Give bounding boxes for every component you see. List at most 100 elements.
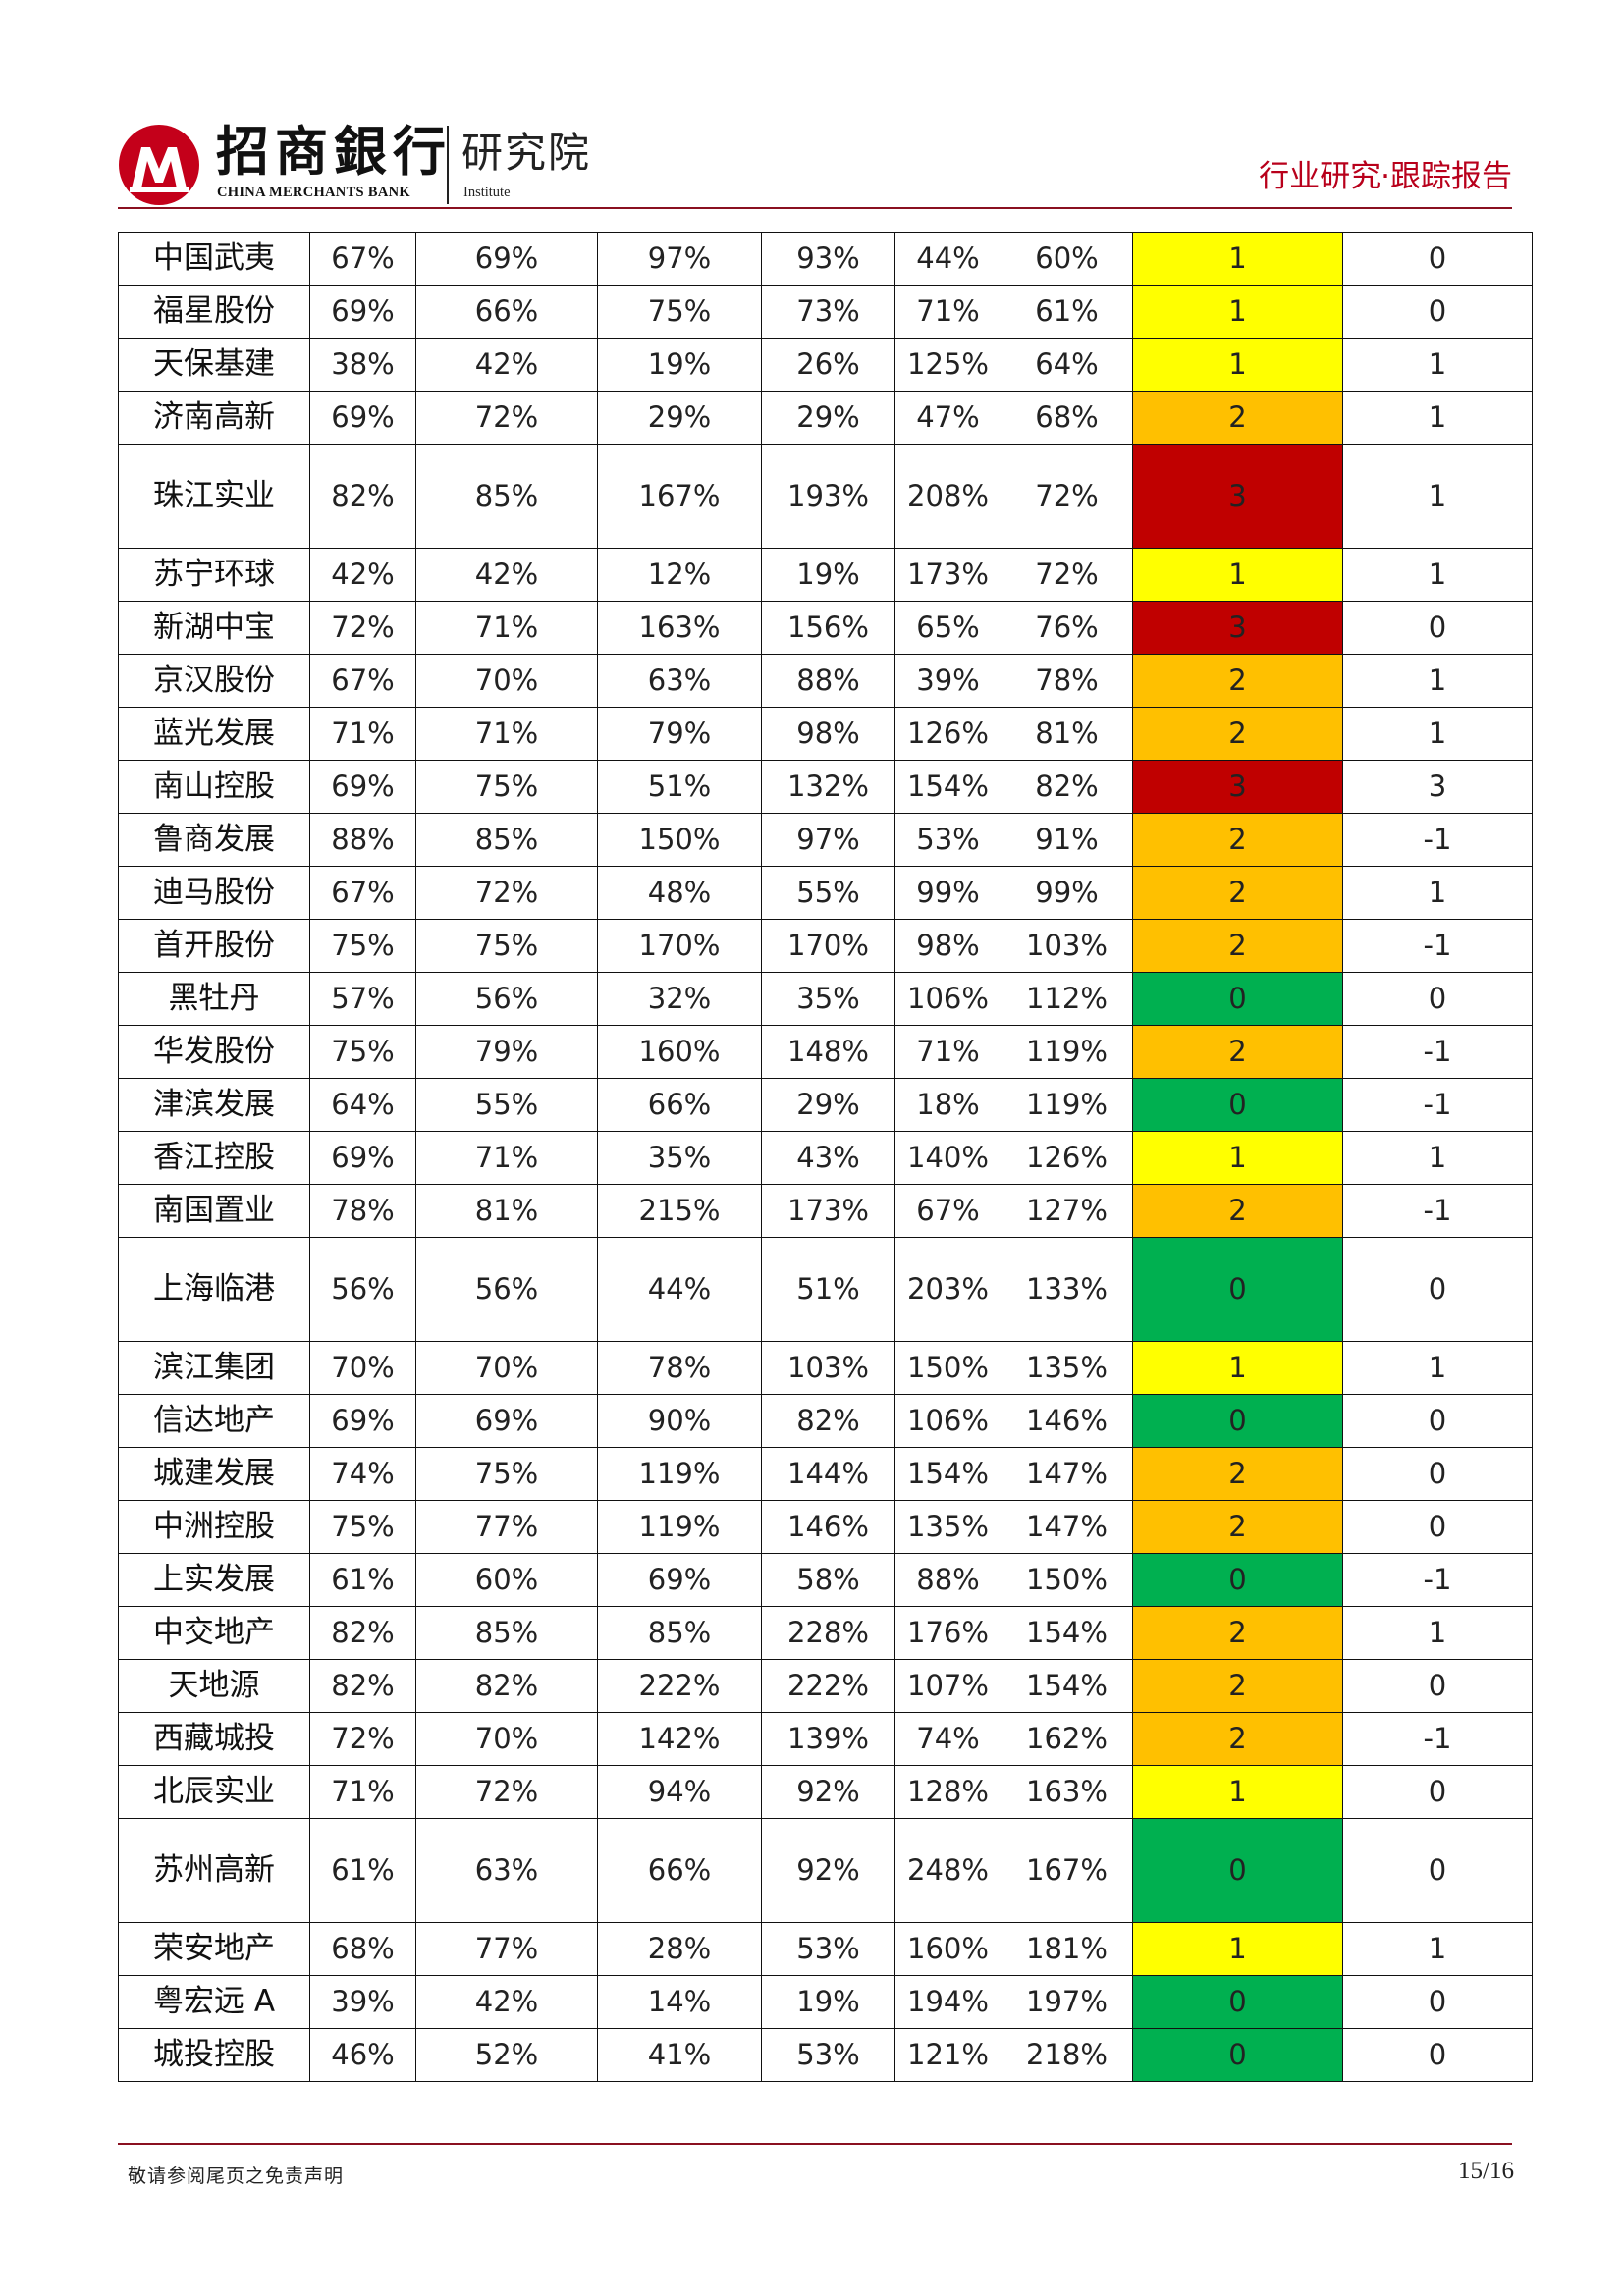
metric-cell: 39%: [309, 1975, 416, 2029]
table-row: 津滨发展 64% 55% 66% 29% 18% 119% 0 -1: [118, 1078, 1533, 1132]
metric-cell: 144%: [761, 1447, 895, 1501]
company-table: 中国武夷 67% 69% 97% 93% 44% 60% 1 0 福星股份 69% 66% 75% 73%…: [118, 232, 1533, 2082]
metric-cell: 92%: [761, 1818, 895, 1923]
page-header: 招商銀行 CHINA MERCHANTS BANK 研究院 Institute …: [118, 116, 1512, 209]
metric-cell: 71%: [415, 1131, 598, 1185]
company-name-cell: 粤宏远 A: [118, 1975, 310, 2029]
metric-cell: 222%: [761, 1659, 895, 1713]
metric-cell: 77%: [415, 1500, 598, 1554]
metric-cell: 150%: [1001, 1553, 1133, 1607]
metric-cell: 197%: [1001, 1975, 1133, 2029]
metric-cell: 98%: [761, 707, 895, 761]
metric-cell: 79%: [415, 1025, 598, 1079]
metric-cell: 85%: [415, 444, 598, 549]
change-cell: -1: [1342, 1553, 1533, 1607]
risk-score-cell: 1: [1132, 338, 1343, 392]
risk-score-cell: 2: [1132, 1447, 1343, 1501]
metric-cell: 75%: [415, 919, 598, 973]
metric-cell: 79%: [597, 707, 762, 761]
metric-cell: 67%: [309, 866, 416, 920]
metric-cell: 67%: [894, 1184, 1001, 1238]
metric-cell: 94%: [597, 1765, 762, 1819]
risk-score-cell: 2: [1132, 1500, 1343, 1554]
change-cell: -1: [1342, 919, 1533, 973]
metric-cell: 72%: [1001, 444, 1133, 549]
metric-cell: 39%: [894, 654, 1001, 708]
metric-cell: 67%: [309, 232, 416, 286]
risk-score-cell: 0: [1132, 1394, 1343, 1448]
metric-cell: 154%: [1001, 1606, 1133, 1660]
company-name-cell: 津滨发展: [118, 1078, 310, 1132]
company-name-cell: 京汉股份: [118, 654, 310, 708]
metric-cell: 70%: [309, 1341, 416, 1395]
table-row: 香江控股 69% 71% 35% 43% 140% 126% 1 1: [118, 1131, 1533, 1185]
change-cell: 0: [1342, 601, 1533, 655]
metric-cell: 19%: [761, 548, 895, 602]
company-name-cell: 天保基建: [118, 338, 310, 392]
change-cell: 0: [1342, 1237, 1533, 1342]
metric-cell: 176%: [894, 1606, 1001, 1660]
table-row: 济南高新 69% 72% 29% 29% 47% 68% 2 1: [118, 391, 1533, 445]
table-row: 黑牡丹 57% 56% 32% 35% 106% 112% 0 0: [118, 972, 1533, 1026]
metric-cell: 78%: [309, 1184, 416, 1238]
metric-cell: 126%: [1001, 1131, 1133, 1185]
table-row: 苏宁环球 42% 42% 12% 19% 173% 72% 1 1: [118, 548, 1533, 602]
table-row: 粤宏远 A 39% 42% 14% 19% 194% 197% 0 0: [118, 1975, 1533, 2029]
metric-cell: 71%: [415, 707, 598, 761]
metric-cell: 73%: [761, 285, 895, 339]
table-row: 珠江实业 82% 85% 167% 193% 208% 72% 3 1: [118, 444, 1533, 549]
metric-cell: 35%: [597, 1131, 762, 1185]
change-cell: 1: [1342, 1131, 1533, 1185]
metric-cell: 106%: [894, 972, 1001, 1026]
company-name-cell: 上实发展: [118, 1553, 310, 1607]
table-row: 苏州高新 61% 63% 66% 92% 248% 167% 0 0: [118, 1818, 1533, 1923]
metric-cell: 147%: [1001, 1447, 1133, 1501]
metric-cell: 173%: [894, 548, 1001, 602]
risk-score-cell: 1: [1132, 1131, 1343, 1185]
metric-cell: 167%: [1001, 1818, 1133, 1923]
metric-cell: 60%: [415, 1553, 598, 1607]
metric-cell: 60%: [1001, 232, 1133, 286]
metric-cell: 85%: [597, 1606, 762, 1660]
company-name-cell: 城建发展: [118, 1447, 310, 1501]
risk-score-cell: 1: [1132, 1922, 1343, 1976]
change-cell: -1: [1342, 1025, 1533, 1079]
metric-cell: 42%: [415, 1975, 598, 2029]
change-cell: 1: [1342, 707, 1533, 761]
metric-cell: 72%: [415, 866, 598, 920]
table-row: 城投控股 46% 52% 41% 53% 121% 218% 0 0: [118, 2028, 1533, 2082]
table-row: 西藏城投 72% 70% 142% 139% 74% 162% 2 -1: [118, 1712, 1533, 1766]
metric-cell: 93%: [761, 232, 895, 286]
change-cell: 0: [1342, 1394, 1533, 1448]
metric-cell: 68%: [309, 1922, 416, 1976]
change-cell: 0: [1342, 232, 1533, 286]
metric-cell: 170%: [761, 919, 895, 973]
metric-cell: 74%: [309, 1447, 416, 1501]
metric-cell: 142%: [597, 1712, 762, 1766]
company-name-cell: 迪马股份: [118, 866, 310, 920]
metric-cell: 154%: [894, 1447, 1001, 1501]
metric-cell: 53%: [894, 813, 1001, 867]
metric-cell: 91%: [1001, 813, 1133, 867]
metric-cell: 71%: [415, 601, 598, 655]
metric-cell: 51%: [597, 760, 762, 814]
metric-cell: 135%: [1001, 1341, 1133, 1395]
change-cell: 0: [1342, 1500, 1533, 1554]
company-name-cell: 信达地产: [118, 1394, 310, 1448]
company-name-cell: 香江控股: [118, 1131, 310, 1185]
company-name-cell: 南山控股: [118, 760, 310, 814]
metric-cell: 119%: [597, 1500, 762, 1554]
company-name-cell: 中交地产: [118, 1606, 310, 1660]
metric-cell: 56%: [415, 1237, 598, 1342]
footer-divider: [118, 2143, 1512, 2145]
metric-cell: 82%: [309, 1606, 416, 1660]
disclaimer-note: 敬请参阅尾页之免责声明: [128, 2165, 345, 2187]
metric-cell: 43%: [761, 1131, 895, 1185]
metric-cell: 28%: [597, 1922, 762, 1976]
metric-cell: 140%: [894, 1131, 1001, 1185]
metric-cell: 44%: [597, 1237, 762, 1342]
metric-cell: 162%: [1001, 1712, 1133, 1766]
metric-cell: 154%: [894, 760, 1001, 814]
change-cell: -1: [1342, 1712, 1533, 1766]
metric-cell: 53%: [761, 1922, 895, 1976]
